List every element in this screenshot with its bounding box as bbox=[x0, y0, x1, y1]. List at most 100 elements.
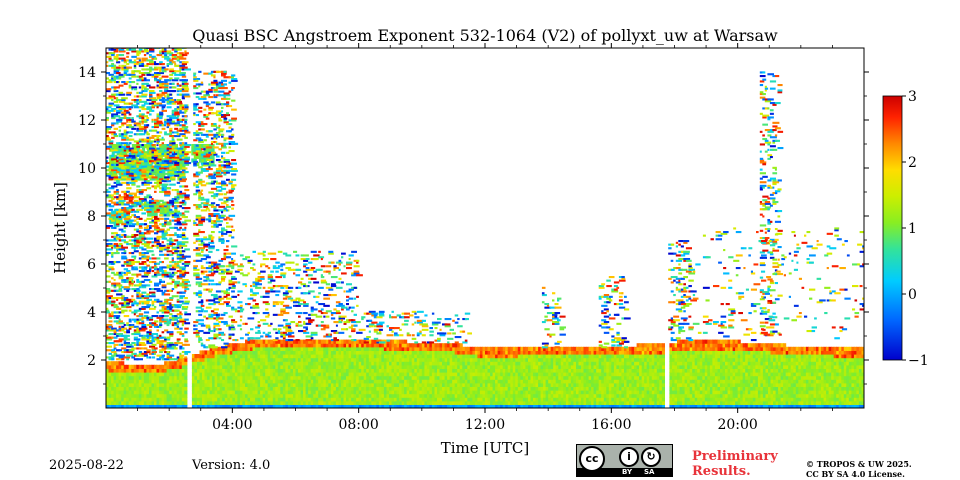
heatmap-cell bbox=[464, 372, 468, 377]
heatmap-cell bbox=[169, 361, 173, 366]
heatmap-cell bbox=[469, 386, 473, 391]
heatmap-cell bbox=[750, 375, 754, 380]
heatmap-cell bbox=[833, 354, 837, 359]
heatmap-cell bbox=[363, 364, 367, 369]
heatmap-cell bbox=[558, 361, 562, 366]
heatmap-cell bbox=[651, 368, 655, 373]
heatmap-cell bbox=[841, 354, 845, 359]
heatmap-cell bbox=[838, 404, 842, 408]
heatmap-cell bbox=[421, 386, 425, 391]
heatmap-cell bbox=[821, 368, 825, 373]
heatmap-cell bbox=[394, 372, 398, 377]
heatmap-cell bbox=[219, 357, 223, 362]
heatmap-cell bbox=[474, 357, 478, 362]
heatmap-cell bbox=[149, 382, 153, 387]
heatmap-cell bbox=[714, 390, 718, 395]
heatmap-cell bbox=[727, 361, 731, 366]
heatmap-cell bbox=[457, 361, 461, 366]
heatmap-cell bbox=[538, 393, 542, 398]
heatmap-cell bbox=[348, 339, 352, 344]
heatmap-cell bbox=[838, 375, 842, 380]
heatmap-cell bbox=[833, 400, 837, 405]
heatmap-cell bbox=[361, 375, 365, 380]
heatmap-cell bbox=[757, 382, 761, 387]
heatmap-cell bbox=[618, 393, 622, 398]
heatmap-cell bbox=[606, 404, 610, 408]
heatmap-cell bbox=[330, 357, 334, 362]
heatmap-cell bbox=[378, 375, 382, 380]
heatmap-cell bbox=[677, 368, 681, 373]
heatmap-cell bbox=[598, 357, 602, 362]
heatmap-cell bbox=[805, 393, 809, 398]
heatmap-cell bbox=[133, 400, 137, 405]
heatmap-cell bbox=[760, 379, 764, 384]
heatmap-cell bbox=[641, 361, 645, 366]
heatmap-cell bbox=[338, 339, 342, 344]
heatmap-cell bbox=[631, 393, 635, 398]
heatmap-cell bbox=[376, 397, 380, 402]
heatmap-cell bbox=[745, 404, 749, 408]
heatmap-cell bbox=[528, 372, 532, 377]
heatmap-cell bbox=[219, 382, 223, 387]
heatmap-cell bbox=[803, 357, 807, 362]
heatmap-cell bbox=[828, 361, 832, 366]
heatmap-cell bbox=[247, 361, 251, 366]
heatmap-cell bbox=[452, 343, 456, 348]
heatmap-cell bbox=[151, 397, 155, 402]
heatmap-cell bbox=[406, 404, 410, 408]
heatmap-cell bbox=[646, 354, 650, 359]
heatmap-cell bbox=[674, 361, 678, 366]
heatmap-cell bbox=[348, 386, 352, 391]
heatmap-cell bbox=[669, 343, 673, 348]
heatmap-cell bbox=[239, 390, 243, 395]
heatmap-cell bbox=[836, 364, 840, 369]
heatmap-cell bbox=[687, 393, 691, 398]
heatmap-cell bbox=[808, 361, 812, 366]
heatmap-cell bbox=[783, 386, 787, 391]
heatmap-cell bbox=[272, 386, 276, 391]
heatmap-cell bbox=[722, 368, 726, 373]
heatmap-cell bbox=[760, 404, 764, 408]
heatmap-cell bbox=[411, 379, 415, 384]
heatmap-cell bbox=[841, 400, 845, 405]
heatmap-cell bbox=[315, 346, 319, 351]
heatmap-cell bbox=[586, 368, 590, 373]
heatmap-cell bbox=[318, 397, 322, 402]
heatmap-cell bbox=[570, 372, 574, 377]
heatmap-cell bbox=[214, 393, 218, 398]
heatmap-cell bbox=[176, 375, 180, 380]
heatmap-cell bbox=[656, 346, 660, 351]
heatmap-cell bbox=[247, 339, 251, 344]
heatmap-cell bbox=[141, 379, 145, 384]
heatmap-cell bbox=[535, 364, 539, 369]
heatmap-cell bbox=[133, 404, 137, 408]
heatmap-cell bbox=[472, 364, 476, 369]
heatmap-cell bbox=[477, 390, 481, 395]
heatmap-cell bbox=[502, 397, 506, 402]
heatmap-cell bbox=[808, 390, 812, 395]
heatmap-cell bbox=[454, 382, 458, 387]
heatmap-cell bbox=[351, 375, 355, 380]
heatmap-cell bbox=[207, 368, 211, 373]
heatmap-cell bbox=[568, 368, 572, 373]
heatmap-cell bbox=[260, 357, 264, 362]
heatmap-cell bbox=[603, 350, 607, 355]
heatmap-cell bbox=[293, 400, 297, 405]
heatmap-cell bbox=[697, 375, 701, 380]
heatmap-cell bbox=[533, 397, 537, 402]
heatmap-cell bbox=[239, 361, 243, 366]
heatmap-cell bbox=[737, 364, 741, 369]
heatmap-cell bbox=[538, 379, 542, 384]
heatmap-cell bbox=[214, 354, 218, 359]
heatmap-cell bbox=[843, 364, 847, 369]
heatmap-cell bbox=[641, 357, 645, 362]
heatmap-cell bbox=[282, 397, 286, 402]
heatmap-cell bbox=[510, 404, 514, 408]
heatmap-cell bbox=[260, 354, 264, 359]
heatmap-cell bbox=[151, 379, 155, 384]
heatmap-cell bbox=[624, 382, 628, 387]
heatmap-cell bbox=[275, 350, 279, 355]
heatmap-cell bbox=[687, 390, 691, 395]
heatmap-cell bbox=[495, 386, 499, 391]
heatmap-cell bbox=[133, 390, 137, 395]
